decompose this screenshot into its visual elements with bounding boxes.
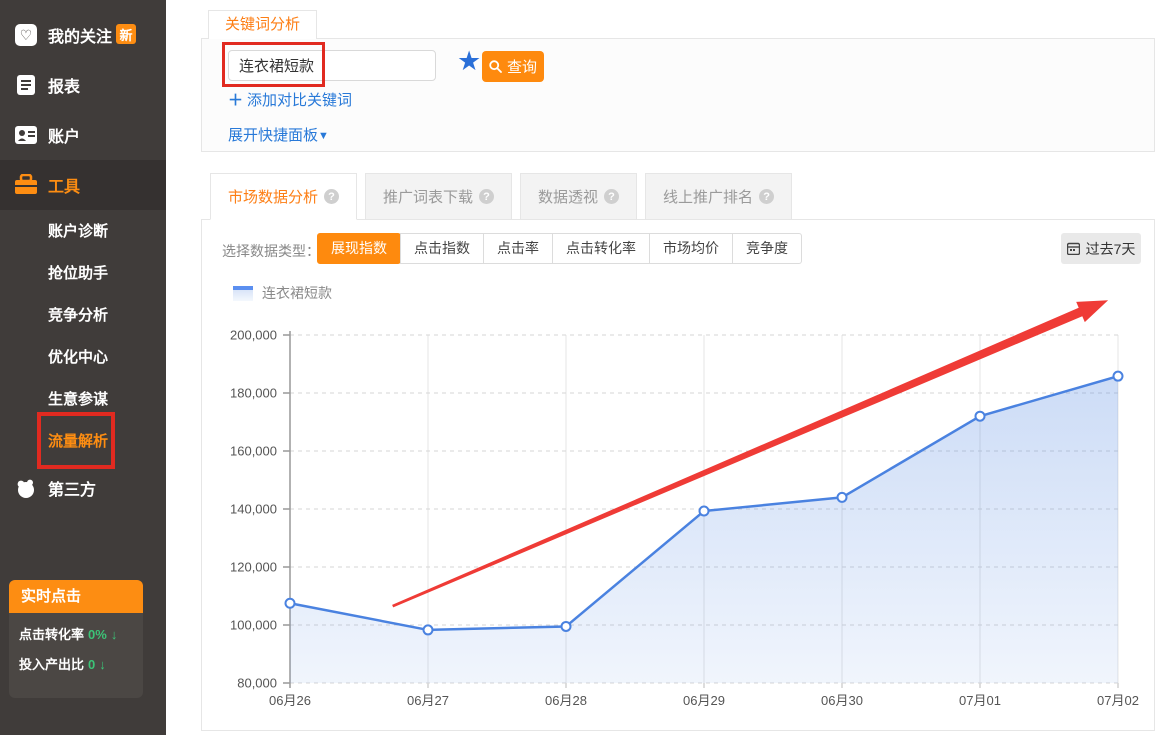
submenu-item-2[interactable]: 抢位助手 — [48, 265, 109, 282]
realtime-panel-title: 实时点击 — [9, 580, 143, 613]
main-tab-label: 数据透视 — [538, 189, 599, 206]
sidebar: ♡ 我的关注 新 报表 账户 工具 账户诊断抢位助手竞争分析优化中心生意参谋流量… — [0, 0, 166, 735]
y-axis-label: 180,000 — [230, 386, 277, 401]
expand-quick-panel-link[interactable]: 展开快捷面板▼ — [228, 124, 329, 145]
keyword-input[interactable] — [228, 50, 436, 81]
add-compare-keyword-label: 添加对比关键词 — [247, 92, 353, 109]
x-axis-label: 06月26 — [269, 693, 311, 708]
heart-icon: ♡ — [14, 23, 38, 47]
add-compare-keyword-link[interactable]: ＋添加对比关键词 — [228, 89, 352, 110]
data-point[interactable] — [698, 505, 710, 517]
y-axis-label: 200,000 — [230, 328, 277, 343]
data-type-button-group: 展现指数 点击指数 点击率 点击转化率 市场均价 竞争度 — [317, 233, 802, 264]
tab-keyword-analysis[interactable]: 关键词分析 — [208, 10, 318, 39]
briefcase-icon — [14, 173, 38, 197]
submenu-item-4[interactable]: 优化中心 — [48, 349, 109, 366]
sidebar-item-label: 第三方 — [48, 482, 97, 499]
data-point[interactable] — [974, 410, 986, 422]
submenu-item-1[interactable]: 账户诊断 — [48, 223, 109, 240]
y-axis-label: 140,000 — [230, 502, 277, 517]
data-point[interactable] — [1112, 370, 1124, 382]
y-axis-label: 120,000 — [230, 560, 277, 575]
search-icon — [489, 60, 502, 73]
main-tab-strip: 市场数据分析? 推广词表下载? 数据透视? 线上推广排名? — [210, 173, 793, 220]
new-badge: 新 — [116, 24, 136, 44]
help-icon[interactable]: ? — [604, 189, 620, 204]
data-type-option-5[interactable]: 市场均价 — [649, 233, 733, 264]
metric-label: 投入产出比 — [19, 657, 85, 672]
expand-quick-panel-label: 展开快捷面板 — [228, 127, 319, 144]
query-button[interactable]: 查询 — [482, 51, 544, 82]
sidebar-item-label: 账户 — [48, 129, 81, 146]
sidebar-item-report[interactable]: 报表 — [0, 60, 166, 110]
realtime-metric-row: 投入产出比 0 ↓ — [19, 654, 143, 673]
main-tab-4[interactable]: 线上推广排名? — [645, 173, 793, 220]
y-axis-label: 100,000 — [230, 618, 277, 633]
x-axis-label: 06月29 — [683, 693, 725, 708]
date-range-label: 过去7天 — [1085, 240, 1136, 257]
submenu-item-3[interactable]: 竞争分析 — [48, 307, 109, 324]
blob-icon — [14, 476, 38, 500]
legend-series-label: 连衣裙短款 — [262, 285, 332, 301]
sidebar-item-tools[interactable]: 工具 — [0, 160, 166, 210]
x-axis-label: 06月28 — [545, 693, 587, 708]
help-icon[interactable]: ? — [324, 189, 340, 204]
main-tab-label: 市场数据分析 — [228, 189, 319, 206]
series-area-fill — [290, 376, 1118, 683]
report-icon — [14, 73, 38, 97]
data-point[interactable] — [560, 620, 572, 632]
data-type-option-1[interactable]: 展现指数 — [317, 233, 401, 264]
metric-label: 点击转化率 — [19, 627, 85, 642]
chart-legend[interactable]: 连衣裙短款 — [233, 283, 332, 303]
x-axis-label: 07月01 — [959, 693, 1001, 708]
plus-icon: ＋ — [228, 92, 244, 109]
metric-value: 0% — [88, 627, 107, 642]
sidebar-item-label: 我的关注 — [48, 29, 113, 46]
sidebar-item-account[interactable]: 账户 — [0, 110, 166, 160]
down-arrow-icon: ↓ — [99, 657, 106, 672]
main-tab-1[interactable]: 市场数据分析? — [210, 173, 358, 220]
down-arrow-icon: ↓ — [110, 627, 118, 642]
favorite-star-icon[interactable]: ★ — [457, 46, 482, 76]
date-range-button[interactable]: 过去7天 — [1061, 233, 1141, 264]
sidebar-item-my-follow[interactable]: ♡ 我的关注 新 — [0, 10, 166, 60]
realtime-metric-row: 点击转化率 0% ↓ — [19, 624, 143, 643]
x-axis-label: 07月02 — [1097, 693, 1139, 708]
x-axis-label: 06月27 — [407, 693, 449, 708]
y-axis-label: 160,000 — [230, 444, 277, 459]
main-tab-2[interactable]: 推广词表下载? — [365, 173, 513, 220]
help-icon[interactable]: ? — [759, 189, 775, 204]
data-type-option-2[interactable]: 点击指数 — [400, 233, 484, 264]
data-point[interactable] — [422, 624, 434, 636]
x-axis-label: 06月30 — [821, 693, 863, 708]
y-axis-label: 80,000 — [237, 676, 277, 691]
main-tab-label: 推广词表下载 — [383, 189, 474, 206]
legend-swatch-icon — [233, 285, 253, 301]
account-card-icon — [14, 123, 38, 147]
trend-line-chart: 06月26 06月27 06月28 06月29 06月30 07月01 07月02 80,00… — [230, 300, 1139, 708]
caret-down-icon: ▼ — [318, 130, 329, 142]
sidebar-item-third-party[interactable]: 第三方 — [0, 463, 166, 513]
data-type-option-3[interactable]: 点击率 — [483, 233, 553, 264]
data-type-label: 选择数据类型： — [222, 243, 320, 259]
query-button-label: 查询 — [506, 59, 537, 76]
data-point[interactable] — [836, 491, 848, 503]
realtime-click-panel: 实时点击 点击转化率 0% ↓ 投入产出比 0 ↓ — [9, 580, 143, 698]
metric-value: 0 — [88, 657, 96, 672]
data-point[interactable] — [284, 597, 296, 609]
sidebar-item-label: 报表 — [48, 79, 81, 96]
main-tab-label: 线上推广排名 — [663, 189, 754, 206]
submenu-item-6[interactable]: 流量解析 — [48, 433, 109, 450]
help-icon[interactable]: ? — [479, 189, 495, 204]
main-tab-3[interactable]: 数据透视? — [520, 173, 638, 220]
data-type-option-4[interactable]: 点击转化率 — [552, 233, 650, 264]
sidebar-item-label: 工具 — [48, 179, 81, 196]
data-type-option-6[interactable]: 竞争度 — [732, 233, 802, 264]
calendar-icon — [1066, 242, 1080, 255]
annotation-arrow — [392, 300, 1109, 608]
submenu-item-5[interactable]: 生意参谋 — [48, 391, 109, 408]
